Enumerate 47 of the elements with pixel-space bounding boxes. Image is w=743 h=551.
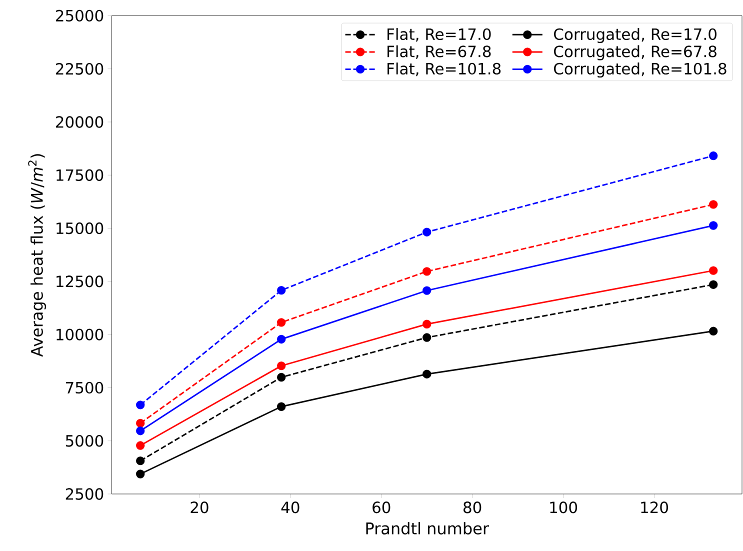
y-tick-label: 7500 bbox=[66, 382, 104, 394]
point bbox=[422, 320, 432, 328]
point bbox=[709, 221, 718, 230]
legend-label: Corrugated, Re=67.8 bbox=[554, 45, 716, 60]
y-tick-label: 10000 bbox=[56, 328, 104, 340]
point bbox=[136, 418, 145, 428]
y-tick-label: 25000 bbox=[56, 10, 104, 22]
point bbox=[709, 266, 718, 275]
y-tick-label: 12500 bbox=[56, 276, 104, 288]
point bbox=[136, 441, 145, 450]
y-tick-label: 5000 bbox=[66, 434, 104, 447]
point bbox=[709, 326, 718, 336]
point bbox=[276, 372, 286, 382]
x-tick-label: 100 bbox=[550, 502, 578, 514]
point bbox=[136, 400, 145, 410]
point bbox=[422, 267, 432, 276]
point bbox=[276, 402, 286, 411]
x-axis-title: Prandtl number bbox=[366, 522, 490, 534]
x-tick-label: 60 bbox=[372, 502, 390, 514]
x-tick-label: 20 bbox=[190, 502, 208, 514]
y-tick-label: 22500 bbox=[56, 62, 104, 75]
point bbox=[276, 334, 286, 344]
x-tick-label: 120 bbox=[641, 502, 668, 514]
legend-label: Flat, Re=17.0 bbox=[388, 28, 491, 42]
y-tick-label: 15000 bbox=[56, 222, 104, 234]
point bbox=[136, 470, 145, 478]
point bbox=[276, 286, 286, 295]
point bbox=[422, 286, 432, 295]
y-tick-label: 2500 bbox=[66, 488, 104, 500]
point bbox=[422, 370, 432, 378]
point bbox=[276, 361, 286, 370]
point bbox=[709, 200, 718, 209]
point bbox=[709, 151, 718, 160]
y-tick-label: 17500 bbox=[56, 169, 104, 181]
point bbox=[276, 318, 286, 327]
point bbox=[422, 333, 432, 342]
legend-label: Corrugated, Re=101.8 bbox=[554, 62, 726, 78]
x-tick-label: 80 bbox=[464, 502, 482, 514]
x-tick-label: 40 bbox=[281, 502, 300, 514]
legend-label: Flat, Re=101.8 bbox=[388, 62, 501, 76]
point bbox=[709, 280, 718, 289]
point bbox=[422, 228, 432, 236]
point bbox=[136, 456, 145, 466]
legend-label: Corrugated, Re=17.0 bbox=[554, 28, 716, 44]
point bbox=[136, 426, 145, 436]
legend-label: Flat, Re=67.8 bbox=[388, 45, 491, 59]
y-tick-label: 20000 bbox=[56, 116, 104, 128]
